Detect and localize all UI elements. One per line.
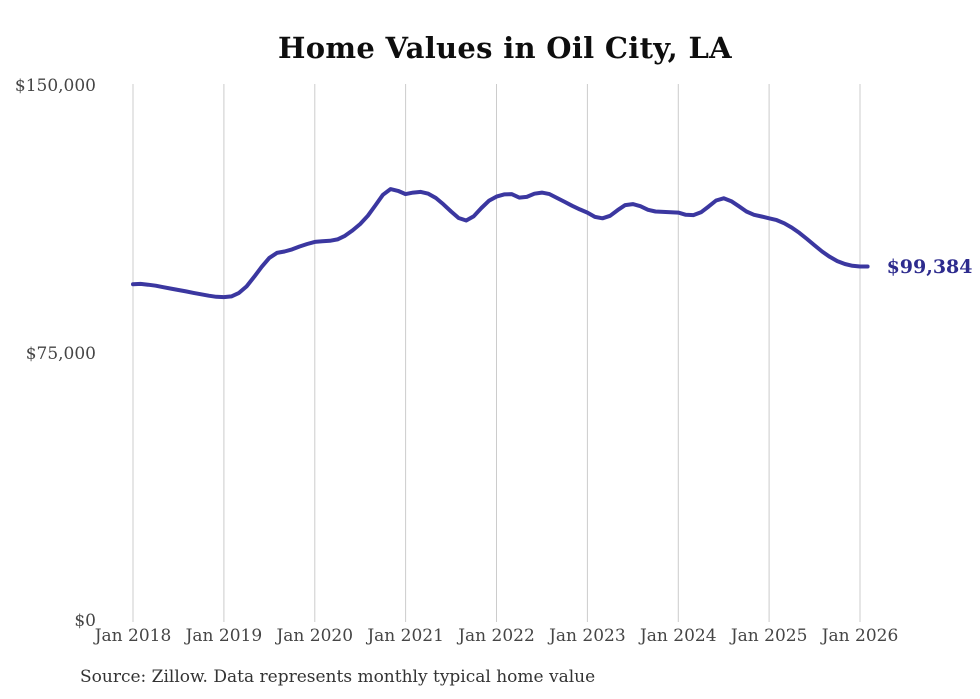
chart-title: Home Values in Oil City, LA: [278, 31, 732, 65]
y-tick-label: $150,000: [14, 76, 96, 96]
y-tick-label: $0: [74, 611, 96, 631]
source-note: Source: Zillow. Data represents monthly …: [80, 667, 596, 687]
x-tick-label: Jan 2026: [821, 626, 899, 646]
x-tick-label: Jan 2021: [367, 626, 444, 646]
x-tick-label: Jan 2022: [458, 626, 535, 646]
x-tick-label: Jan 2018: [94, 626, 172, 646]
x-tick-label: Jan 2023: [549, 626, 626, 646]
x-tick-label: Jan 2020: [276, 626, 354, 646]
x-tick-label: Jan 2019: [185, 626, 263, 646]
y-tick-label: $75,000: [25, 343, 96, 364]
x-axis: Jan 2018 Jan 2019 Jan 2020 Jan 2021 Jan 2022…: [0, 626, 980, 650]
home-value-series-line: [131, 187, 870, 300]
x-tick-label: Jan 2024: [639, 626, 717, 646]
latest-value-label: $99,384: [886, 255, 973, 278]
x-tick-label: Jan 2025: [730, 626, 808, 646]
